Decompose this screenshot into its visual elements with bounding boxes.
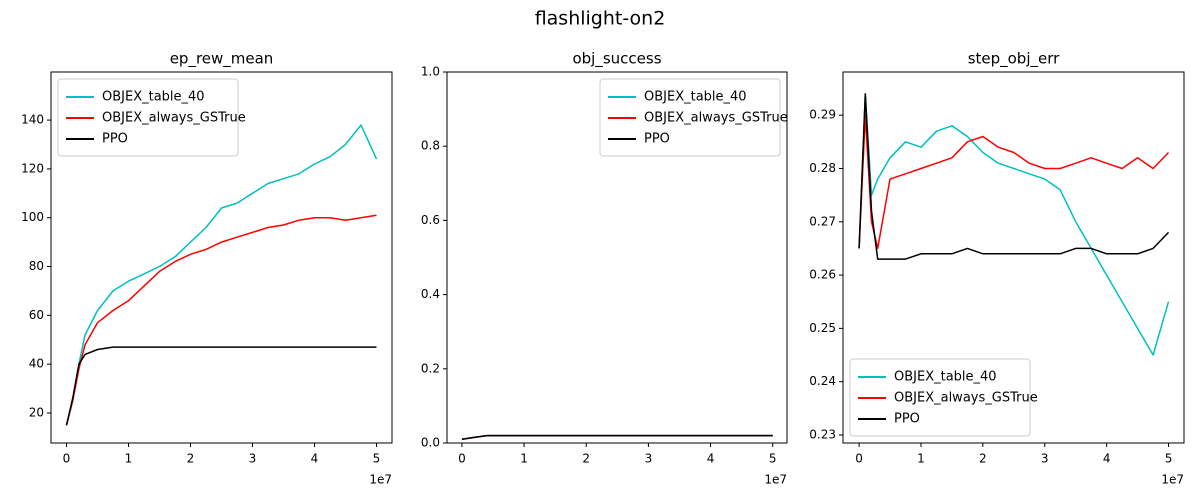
y-tick-label: 0.4	[421, 287, 440, 301]
y-tick-label: 0.27	[809, 214, 836, 228]
y-tick-label: 60	[29, 308, 44, 322]
x-tick-label: 0	[63, 452, 71, 466]
x-tick-label: 4	[707, 452, 715, 466]
x-tick-label: 4	[311, 452, 319, 466]
plot-area	[65, 124, 378, 426]
y-tick-label: 140	[21, 113, 44, 127]
axes-frame	[446, 71, 788, 444]
x-tick-label: 1	[917, 452, 925, 466]
figure-title: flashlight-on2	[535, 8, 666, 30]
y-tick-label: 0.26	[809, 268, 836, 282]
y-tick-label: 0.2	[421, 361, 440, 375]
y-tick-label: 120	[21, 161, 44, 175]
subplot-title: ep_rew_mean	[170, 50, 274, 69]
x-tick-label: 1	[520, 452, 528, 466]
x-tick-label: 0	[458, 452, 466, 466]
x-tick-label: 3	[249, 452, 257, 466]
axes-frame	[842, 71, 1185, 444]
y-tick-label: 0.23	[809, 428, 836, 442]
y-tick-label: 0.25	[809, 321, 836, 335]
y-tick-label: 0.6	[421, 213, 440, 227]
series-line	[858, 93, 1170, 260]
legend-label: OBJEX_table_40	[894, 370, 997, 385]
series-line	[858, 93, 1170, 356]
x-offset-label: 1e7	[369, 473, 392, 487]
x-offset-label: 1e7	[1161, 473, 1184, 487]
y-tick-label: 0.28	[809, 161, 836, 175]
legend-label: OBJEX_always_GSTrue	[644, 111, 788, 126]
legend-label: OBJEX_always_GSTrue	[894, 391, 1038, 406]
x-tick-label: 5	[769, 452, 777, 466]
series-line	[858, 114, 1170, 250]
subplot-title: obj_success	[572, 50, 661, 69]
y-tick-label: 0.0	[421, 436, 440, 450]
legend-label: OBJEX_table_40	[644, 90, 747, 105]
x-tick-label: 2	[187, 452, 195, 466]
subplot-title: step_obj_err	[968, 50, 1060, 69]
y-tick-label: 80	[29, 259, 44, 273]
series-line	[65, 346, 377, 426]
legend-label: OBJEX_table_40	[102, 90, 205, 105]
x-tick-label: 2	[979, 452, 987, 466]
x-tick-label: 5	[373, 452, 381, 466]
x-tick-label: 3	[645, 452, 653, 466]
y-tick-label: 0.8	[421, 139, 440, 153]
series-line	[461, 434, 773, 441]
x-tick-label: 3	[1041, 452, 1049, 466]
y-tick-label: 20	[29, 405, 44, 419]
x-tick-label: 2	[582, 452, 590, 466]
series-line	[65, 214, 377, 426]
legend-box	[57, 78, 239, 157]
legend-box	[599, 78, 781, 157]
plot-area	[858, 93, 1170, 356]
x-tick-label: 1	[125, 452, 133, 466]
x-tick-label: 5	[1165, 452, 1173, 466]
y-tick-label: 1.0	[421, 65, 440, 79]
x-tick-label: 4	[1103, 452, 1111, 466]
y-tick-label: 100	[21, 210, 44, 224]
y-tick-label: 0.29	[809, 108, 836, 122]
series-line	[65, 124, 378, 426]
legend-label: PPO	[894, 412, 920, 427]
legend-box	[849, 358, 1031, 437]
y-tick-label: 40	[29, 357, 44, 371]
plot-area	[461, 434, 773, 441]
legend-label: PPO	[102, 132, 128, 147]
legend-label: PPO	[644, 132, 670, 147]
legend-label: OBJEX_always_GSTrue	[102, 111, 246, 126]
x-offset-label: 1e7	[764, 473, 787, 487]
axes-frame	[50, 71, 393, 444]
y-tick-label: 0.24	[809, 374, 836, 388]
x-tick-label: 0	[855, 452, 863, 466]
